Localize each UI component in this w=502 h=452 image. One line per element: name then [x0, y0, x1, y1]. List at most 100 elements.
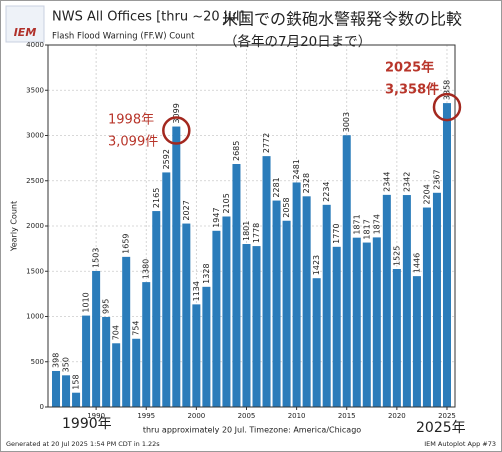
value-label: 2027	[182, 200, 191, 220]
bar	[162, 172, 171, 407]
bar	[212, 230, 221, 407]
bar	[282, 220, 291, 407]
bar	[222, 216, 231, 407]
bar	[242, 244, 251, 407]
logo-text: IEM	[14, 26, 37, 39]
chart-title: NWS All Offices [thru ~20 Jul]	[52, 10, 245, 25]
bar	[372, 237, 381, 407]
value-label: 2105	[222, 193, 231, 213]
bar	[292, 182, 301, 407]
value-label: 1659	[122, 234, 131, 254]
bar	[122, 256, 131, 407]
highlight-circle	[432, 92, 462, 122]
chart-subtitle: Flash Flood Warning (FF.W) Count	[52, 32, 195, 42]
bar	[82, 315, 91, 407]
bar	[92, 270, 101, 407]
value-label: 1423	[312, 255, 321, 275]
logo: IEM	[5, 5, 45, 43]
value-label: 3358	[442, 80, 451, 100]
title-ja: 米国での鉄砲水警報発令数の比較	[222, 10, 462, 29]
bar	[62, 375, 71, 407]
value-label: 2481	[292, 159, 301, 179]
y-axis-label: Yearly Count	[10, 201, 19, 252]
bar	[422, 207, 431, 407]
value-label: 3099	[172, 103, 181, 123]
highlight-circle	[162, 116, 191, 145]
value-label: 1871	[352, 214, 361, 234]
bar	[392, 268, 401, 407]
value-label: 1874	[372, 214, 381, 234]
footer-right: IEM Autoplot App #73	[424, 440, 496, 448]
bar	[252, 246, 261, 407]
value-label: 2058	[282, 197, 291, 217]
value-label: 995	[102, 299, 111, 314]
value-label: 1380	[142, 259, 151, 279]
value-label: 1328	[202, 263, 211, 283]
x-tick-label: 2005	[238, 412, 256, 420]
bar	[272, 200, 281, 407]
bar	[342, 135, 351, 407]
annotation: 2025年	[416, 420, 466, 436]
y-tick-label: 3500	[26, 86, 44, 94]
bar	[112, 343, 121, 407]
value-label: 2165	[152, 188, 161, 208]
y-tick-label: 2000	[26, 222, 44, 230]
y-tick-label: 3000	[26, 132, 44, 140]
value-label: 158	[72, 374, 81, 389]
y-tick-label: 1500	[26, 267, 44, 275]
annotation: 3,099件	[108, 135, 158, 150]
x-tick-label: 2000	[187, 412, 205, 420]
bar	[172, 126, 181, 407]
x-tick-label: 2025	[438, 412, 456, 420]
bar	[312, 278, 321, 407]
value-label: 2367	[432, 169, 441, 189]
value-label: 1503	[92, 248, 101, 268]
x-tick-label: 2020	[388, 412, 406, 420]
bar	[202, 286, 211, 407]
y-tick-label: 1000	[26, 313, 44, 321]
x-tick-label: 1990	[87, 412, 105, 420]
value-label: 350	[62, 357, 71, 372]
bar	[142, 282, 151, 407]
bar	[352, 237, 361, 407]
value-label: 2592	[162, 149, 171, 169]
y-tick-label: 2500	[26, 177, 44, 185]
bar	[152, 211, 161, 407]
value-label: 1947	[212, 207, 221, 227]
value-label: 2772	[262, 133, 271, 153]
annotation: 1998年	[108, 113, 154, 128]
value-label: 1817	[362, 219, 371, 239]
bar	[262, 156, 271, 407]
bar	[332, 246, 341, 407]
value-label: 1770	[332, 223, 341, 243]
bar	[432, 192, 441, 407]
value-label: 398	[52, 353, 61, 368]
x-axis-label: thru approximately 20 Jul. Timezone: Ame…	[143, 426, 361, 435]
value-label: 3003	[342, 112, 351, 132]
value-label: 2234	[322, 181, 331, 201]
bar	[302, 196, 311, 407]
value-label: 2344	[382, 172, 391, 192]
value-label: 1446	[412, 253, 421, 273]
value-label: 1134	[192, 281, 201, 301]
bar	[442, 103, 451, 407]
bar	[322, 204, 331, 407]
annotation: 3,358件	[385, 82, 439, 98]
value-label: 1010	[82, 292, 91, 312]
value-label: 2281	[272, 177, 281, 197]
value-label: 2204	[422, 184, 431, 204]
x-tick-label: 1995	[137, 412, 155, 420]
y-tick-label: 0	[40, 403, 44, 411]
x-tick-label: 2010	[288, 412, 306, 420]
subtitle-ja: （各年の7月20日まで）	[224, 34, 371, 50]
y-tick-label: 500	[31, 358, 44, 366]
bar	[182, 223, 191, 407]
bar	[192, 304, 201, 407]
value-label: 1525	[392, 246, 401, 266]
bar	[402, 195, 411, 407]
value-label: 704	[112, 325, 121, 340]
value-label: 1778	[252, 223, 261, 243]
bar	[412, 276, 421, 407]
annotation: 2025年	[385, 60, 434, 76]
annotation: 1990年	[62, 416, 112, 432]
